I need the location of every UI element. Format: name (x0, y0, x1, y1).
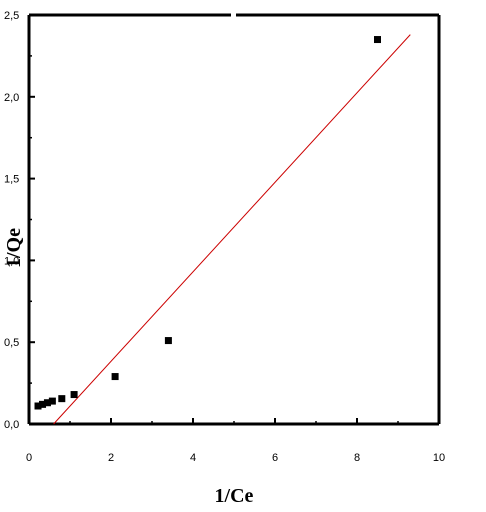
y-axis-ticks: 0,0 0,5 1,0 1,5 2,0 2,5 (4, 10, 35, 431)
y-tick-label: 1,0 (4, 255, 19, 267)
fit-line (53, 34, 411, 425)
x-tick-label: 0 (26, 452, 32, 464)
data-point (58, 395, 66, 403)
data-point (374, 36, 381, 44)
data-point (111, 373, 119, 381)
data-point (34, 402, 42, 410)
fit-line-layer (53, 34, 411, 425)
y-tick-label: 2,0 (4, 92, 19, 104)
y-tick-label: 0,5 (4, 337, 19, 349)
x-tick-label: 10 (433, 452, 445, 464)
y-tick-label: 2,5 (4, 10, 19, 22)
data-points (34, 36, 381, 410)
y-axis-title: 1/Qe (3, 228, 25, 268)
y-tick-label: 1,5 (4, 174, 19, 186)
x-tick-label: 4 (190, 452, 196, 464)
x-tick-label: 2 (108, 452, 114, 464)
x-axis-title: 1/Ce (215, 485, 254, 507)
data-point (43, 399, 51, 407)
data-point (48, 397, 56, 405)
y-tick-label: 0,0 (4, 419, 19, 431)
x-tick-label: 6 (272, 452, 278, 464)
plot-frame (27, 13, 441, 426)
data-point (70, 391, 78, 399)
data-point (164, 337, 172, 345)
x-tick-label: 8 (354, 452, 360, 464)
data-point (39, 400, 47, 408)
